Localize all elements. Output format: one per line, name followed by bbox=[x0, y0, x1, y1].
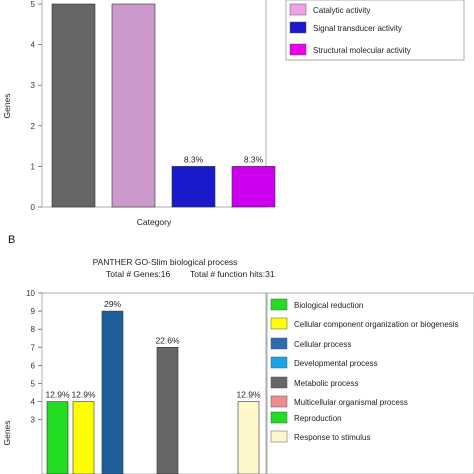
y-tick-label: 10 bbox=[26, 289, 35, 298]
bar-value-label: 22.6% bbox=[155, 335, 180, 345]
y-tick-label: 7 bbox=[31, 343, 36, 352]
y-tick-label: 6 bbox=[31, 361, 36, 370]
bar bbox=[72, 401, 95, 474]
legend-swatch bbox=[270, 411, 288, 424]
bar bbox=[101, 310, 124, 474]
bar bbox=[111, 3, 156, 208]
legend-entry: Catalytic activity bbox=[313, 6, 370, 15]
bar-value-label: 12.9% bbox=[45, 390, 70, 400]
chart-title-line: PANTHER GO-Slim biological process bbox=[93, 257, 238, 267]
legend-swatch bbox=[270, 356, 288, 369]
y-tick-label: 9 bbox=[31, 307, 36, 316]
legend-swatch bbox=[270, 376, 288, 389]
y-tick-label: 3 bbox=[31, 81, 36, 90]
y-tick-label: 3 bbox=[31, 416, 36, 425]
bar bbox=[51, 3, 96, 208]
legend-swatch bbox=[270, 430, 288, 443]
y-tick-label: 4 bbox=[31, 398, 36, 407]
bar bbox=[237, 401, 260, 474]
legend-entry: Reproduction bbox=[294, 414, 342, 423]
bar-value-label: 12.9% bbox=[71, 390, 96, 400]
y-tick-label: 8 bbox=[31, 325, 36, 334]
legend-entry: Cellular process bbox=[294, 340, 351, 349]
bar-value-label: 8.3% bbox=[244, 154, 264, 164]
bar-value-label: 29% bbox=[104, 299, 121, 309]
y-tick-label: 4 bbox=[31, 41, 36, 50]
legend-box bbox=[266, 292, 474, 474]
legend-entry: Response to stimulus bbox=[294, 433, 370, 442]
legend-entry: Metabolic process bbox=[294, 379, 358, 388]
legend-entry: Multicellular organismal process bbox=[294, 398, 408, 407]
bar bbox=[171, 166, 216, 208]
legend-entry: Structural molecular activity bbox=[313, 46, 411, 55]
y-tick-label: 1 bbox=[31, 162, 36, 171]
x-axis-label: Category bbox=[137, 217, 172, 227]
legend-entry: Signal transducer activity bbox=[313, 24, 402, 33]
legend-swatch bbox=[289, 43, 307, 56]
y-tick-label: 2 bbox=[31, 122, 36, 131]
legend-swatch bbox=[270, 317, 288, 330]
chart-title-line: Total # function hits:31 bbox=[190, 269, 275, 279]
panel-label: B bbox=[8, 234, 15, 246]
legend-swatch bbox=[270, 337, 288, 350]
y-tick-label: 0 bbox=[31, 203, 36, 212]
legend-swatch bbox=[270, 395, 288, 408]
y-axis-label: Genes bbox=[2, 420, 12, 445]
bar-value-label: 8.3% bbox=[184, 154, 204, 164]
bar bbox=[231, 166, 276, 208]
legend-swatch bbox=[270, 298, 288, 311]
legend-entry: Cellular component organization or bioge… bbox=[294, 320, 459, 329]
legend-entry: Biological reduction bbox=[294, 301, 363, 310]
y-tick-label: 5 bbox=[31, 380, 36, 389]
bar bbox=[46, 401, 69, 474]
y-tick-label: 5 bbox=[31, 0, 36, 9]
y-axis-label: Genes bbox=[2, 93, 12, 118]
legend-swatch bbox=[289, 21, 307, 34]
chart-title-line: Total # Genes:16 bbox=[106, 269, 171, 279]
legend-box bbox=[285, 0, 465, 61]
bar bbox=[156, 346, 179, 474]
bar-value-label: 12.9% bbox=[236, 390, 261, 400]
legend-entry: Developmental process bbox=[294, 359, 378, 368]
legend-swatch bbox=[289, 3, 307, 16]
